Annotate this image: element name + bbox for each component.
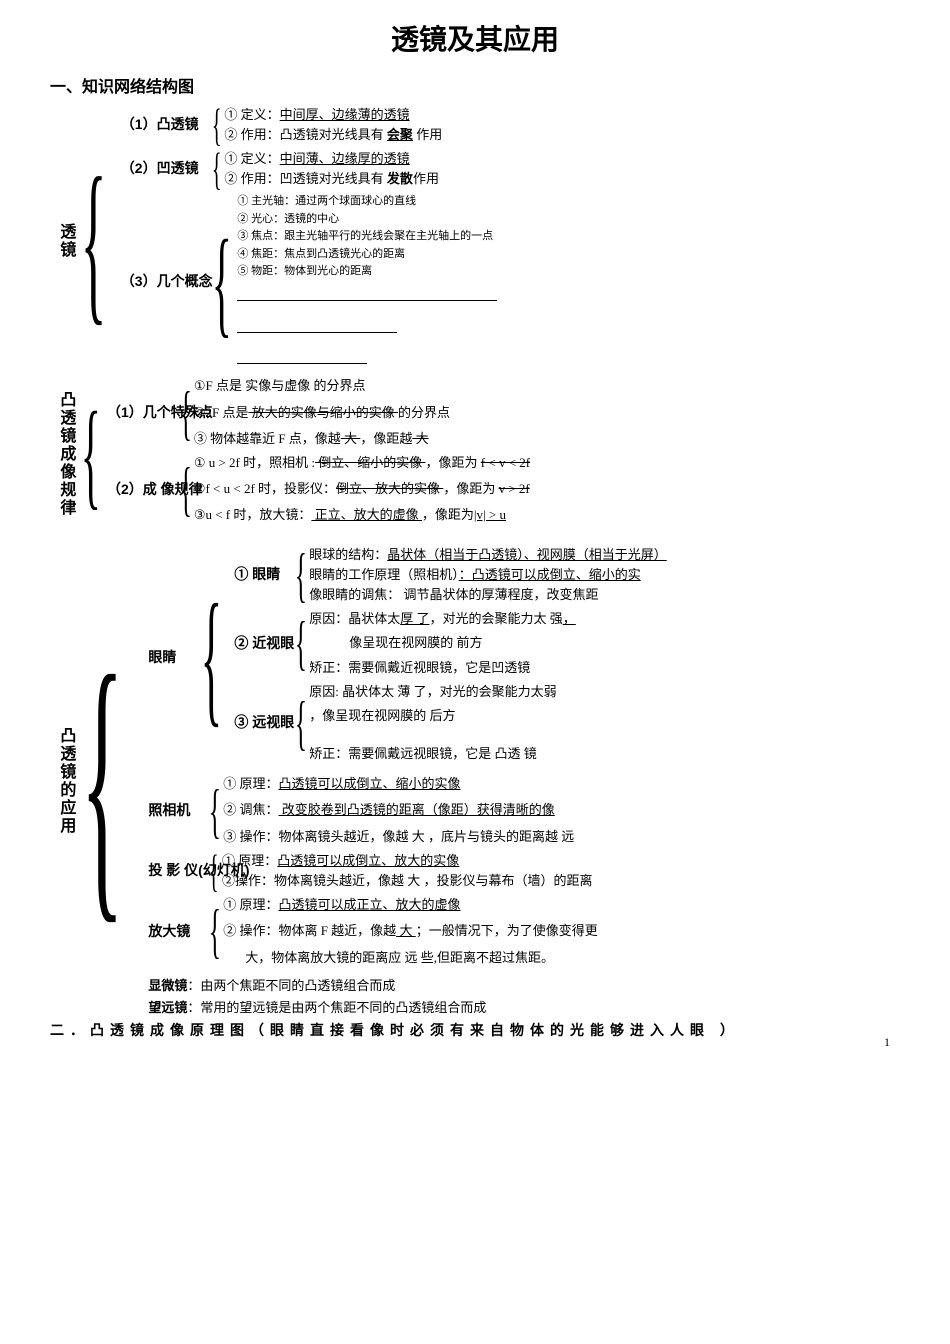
section1-heading: 一、知识网络结构图 xyxy=(50,77,900,99)
brace-icon: { xyxy=(200,627,223,687)
concept-center: ② 光心：透镜的中心 xyxy=(237,212,497,227)
concepts-label: （3）几个概念 xyxy=(121,272,211,292)
camera-principle: ① 原理：凸透镜可以成倒立、缩小的实像 xyxy=(223,775,574,793)
rule-projector: ②f < u < 2f 时，投影仪：倒立、放大的实像 ，像距为 v > 2f xyxy=(194,480,530,498)
concept-object-dist: ⑤ 物距：物体到光心的距离 xyxy=(237,264,497,279)
brace-icon: { xyxy=(179,401,193,425)
projector-label: 投 影 仪(幻灯机) xyxy=(148,861,208,881)
page-number: 1 xyxy=(884,1034,890,1051)
brace-icon: { xyxy=(211,116,223,134)
myopia-cause: 原因：晶状体太厚 了，对光的会聚能力太 强， xyxy=(309,610,576,628)
telescope: 望远镜：常用的望远镜是由两个焦距不同的凸透镜组合而成 xyxy=(148,999,666,1017)
eye-principle: 眼睛的工作原理（照相机）：凸透镜可以成倒立、缩小的实 xyxy=(309,566,667,584)
magnifier-operate: ② 操作：物体离 F 越近，像越 大 ；一般情况下，为了使像变得更 xyxy=(223,922,598,940)
brace-icon: { xyxy=(211,160,223,178)
projector-operate: ②操作：物体离镜头越近，像越 大 ，投影仪与幕布（墙）的距离 xyxy=(222,872,593,890)
brace-icon: { xyxy=(80,106,107,376)
lens-label: 透镜 xyxy=(50,106,80,376)
projector-principle: ① 原理：凸透镜可以成倒立、放大的实像 xyxy=(222,852,593,870)
myopia-image: 像呈现在视网膜的 前方 xyxy=(309,634,576,652)
rules-label: （2）成 像规律 xyxy=(107,480,179,500)
eye-label: ① 眼睛 xyxy=(234,565,294,585)
camera-focus: ② 调焦： 改变胶卷到凸透镜的距离（像距）获得清晰的像 xyxy=(223,801,574,819)
magnifier-label: 放大镜 xyxy=(148,922,208,942)
magnifier-principle: ① 原理：凸透镜可以成正立、放大的虚像 xyxy=(223,896,598,914)
special-points-label: （1）几个特殊点 xyxy=(107,403,179,423)
myopia-correct: 矫正：需要佩戴近视眼镜，它是凹透镜 xyxy=(309,659,576,677)
lens-block: 透镜 { （1）凸透镜 { ① 定义：中间厚、边缘薄的透镜 ② 作用：凸透镜对光… xyxy=(50,106,900,376)
rule-magnifier: ③u < f 时，放大镜： 正立、放大的虚像 ，像距为|v| > u xyxy=(194,506,530,524)
convex-lens-label: （1）凸透镜 xyxy=(121,115,211,135)
page-title: 透镜及其应用 xyxy=(50,20,900,59)
brace-icon: { xyxy=(208,919,222,943)
brace-icon: { xyxy=(80,377,102,530)
convex-def: ① 定义：中间厚、边缘薄的透镜 xyxy=(224,106,442,124)
brace-icon: { xyxy=(294,631,308,655)
camera-operate: ③ 操作：物体离镜头越近，像越 大 ，底片与镜头的距离越 远 xyxy=(223,828,574,846)
concave-lens-label: （2）凹透镜 xyxy=(121,159,211,179)
imaging-block: 凸透镜成像规律 { （1）几个特殊点 { ①F 点是 实像与虚像 的分界点 ②2… xyxy=(50,377,900,530)
brace-icon: { xyxy=(294,563,308,587)
hyperopia-correct: 矫正：需要佩戴远视眼镜，它是 凸透 镜 xyxy=(309,745,556,763)
brace-icon: { xyxy=(294,711,308,735)
eye-structure: 眼球的结构：晶状体（相当于凸透镜）、视网膜（相当于光屏） xyxy=(309,546,667,564)
special-2f: ②2F 点是 放大的实像与缩小的实像 的分界点 xyxy=(194,404,450,422)
hyperopia-label: ③ 远视眼 xyxy=(234,713,294,733)
hyperopia-image: ，像呈现在视网膜的 后方 xyxy=(309,707,556,725)
brace-icon: { xyxy=(179,477,193,501)
hyperopia-cause: 原因: 晶状体太 薄 了，对光的会聚能力太弱 xyxy=(309,683,556,701)
camera-label: 照相机 xyxy=(148,801,208,821)
special-near-f: ③ 物体越靠近 F 点，像越 大 ，像距越 大 xyxy=(194,430,450,448)
magnifier-note: 大，物体离放大镜的距离应 远 些,但距离不超过焦距。 xyxy=(223,949,598,967)
concave-action: ② 作用：凹透镜对光线具有 发散作用 xyxy=(224,170,439,188)
concept-axis: ① 主光轴：通过两个球面球心的直线 xyxy=(237,194,497,209)
brace-icon: { xyxy=(208,799,222,823)
special-f: ①F 点是 实像与虚像 的分界点 xyxy=(194,377,450,395)
myopia-label: ② 近视眼 xyxy=(234,634,294,654)
brace-icon: { xyxy=(211,258,233,306)
section2-heading: 二．凸透镜成像原理图（眼睛直接看像时必须有来自物体的光能够进入人眼 ） xyxy=(50,1021,900,1041)
imaging-label: 凸透镜成像规律 xyxy=(50,377,80,530)
rule-camera: ① u > 2f 时，照相机 : 倒立、缩小的实像 ，像距为 f < v < 2… xyxy=(194,454,530,472)
brace-icon: { xyxy=(208,862,220,880)
eyes-label: 眼睛 xyxy=(148,648,200,668)
application-block: 凸透镜的应用 { 眼睛 { ① 眼睛 { 眼球的结构：晶状体（相当于凸透镜）、视… xyxy=(50,546,900,1018)
microscope: 显微镜：由两个焦距不同的凸透镜组合而成 xyxy=(148,977,666,995)
concept-focus: ③ 焦点：跟主光轴平行的光线会聚在主光轴上的一点 xyxy=(237,229,497,244)
brace-icon: { xyxy=(80,546,124,1018)
concept-focal-length: ④ 焦距：焦点到凸透镜光心的距离 xyxy=(237,247,497,262)
concave-def: ① 定义：中间薄、边缘厚的透镜 xyxy=(224,150,439,168)
eye-focus: 像眼睛的调焦： 调节晶状体的厚薄程度，改变焦距 xyxy=(309,586,667,604)
app-label: 凸透镜的应用 xyxy=(50,546,80,1018)
convex-action: ② 作用：凸透镜对光线具有 会聚 作用 xyxy=(224,126,442,144)
